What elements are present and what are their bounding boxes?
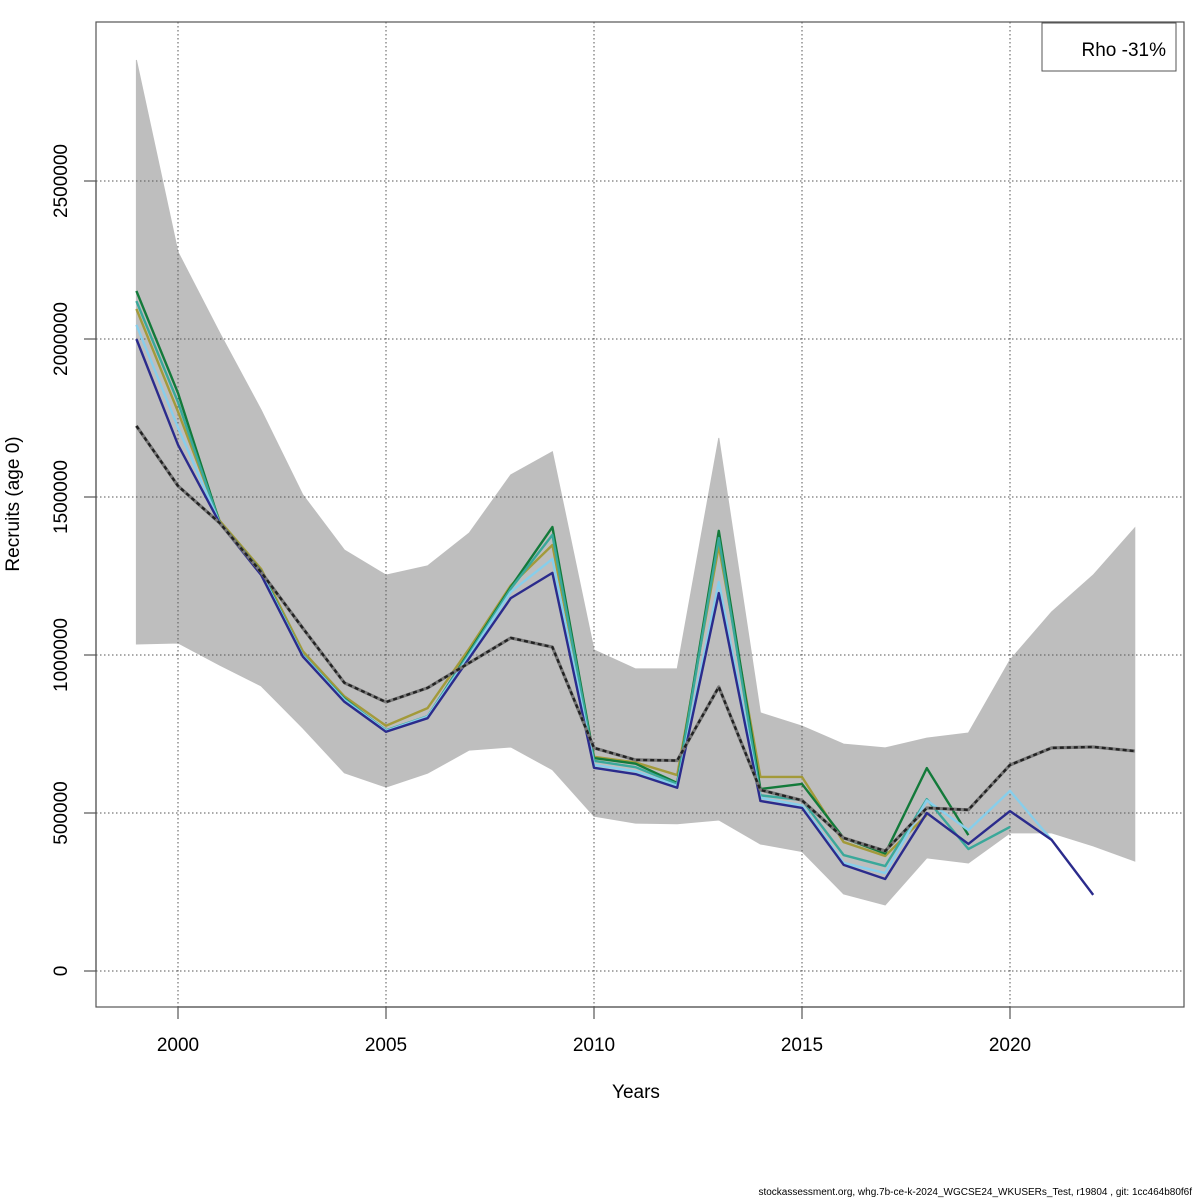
x-axis: 2000 2005 2010 2015 2020 <box>157 1006 1031 1056</box>
y-axis-title: Recruits (age 0) <box>3 436 24 571</box>
x-axis-title: Years <box>612 1082 660 1103</box>
legend-box <box>1041 22 1177 72</box>
confidence-band-layer <box>135 59 1136 906</box>
y-tick-label-1000000: 1000000 <box>51 618 72 692</box>
series-layer <box>135 290 1135 896</box>
grid-layer <box>96 22 1184 1007</box>
x-tick-label-2015: 2015 <box>781 1035 823 1056</box>
y-tick-label-2500000: 2500000 <box>51 144 72 218</box>
y-tick-label-500000: 500000 <box>51 781 72 844</box>
x-tick-label-2000: 2000 <box>157 1035 199 1056</box>
footer-source-note: stockassessment.org, whg.7b-ce-k-2024_WG… <box>758 1187 1192 1198</box>
y-tick-label-1500000: 1500000 <box>51 460 72 534</box>
legend: Rho -31% <box>1041 22 1177 72</box>
x-tick-label-2005: 2005 <box>365 1035 407 1056</box>
y-axis: 0 500000 1000000 1500000 2000000 2500000 <box>51 144 97 977</box>
confidence-band <box>135 59 1136 906</box>
series-line-peel-1 <box>135 338 1095 896</box>
series-line-2023-full- <box>135 425 1135 853</box>
y-tick-label-2000000: 2000000 <box>51 302 72 376</box>
y-tick-label-0: 0 <box>51 966 72 977</box>
legend-entry-rho: Rho -31% <box>1082 40 1167 61</box>
x-tick-label-2020: 2020 <box>989 1035 1031 1056</box>
x-tick-label-2010: 2010 <box>573 1035 615 1056</box>
